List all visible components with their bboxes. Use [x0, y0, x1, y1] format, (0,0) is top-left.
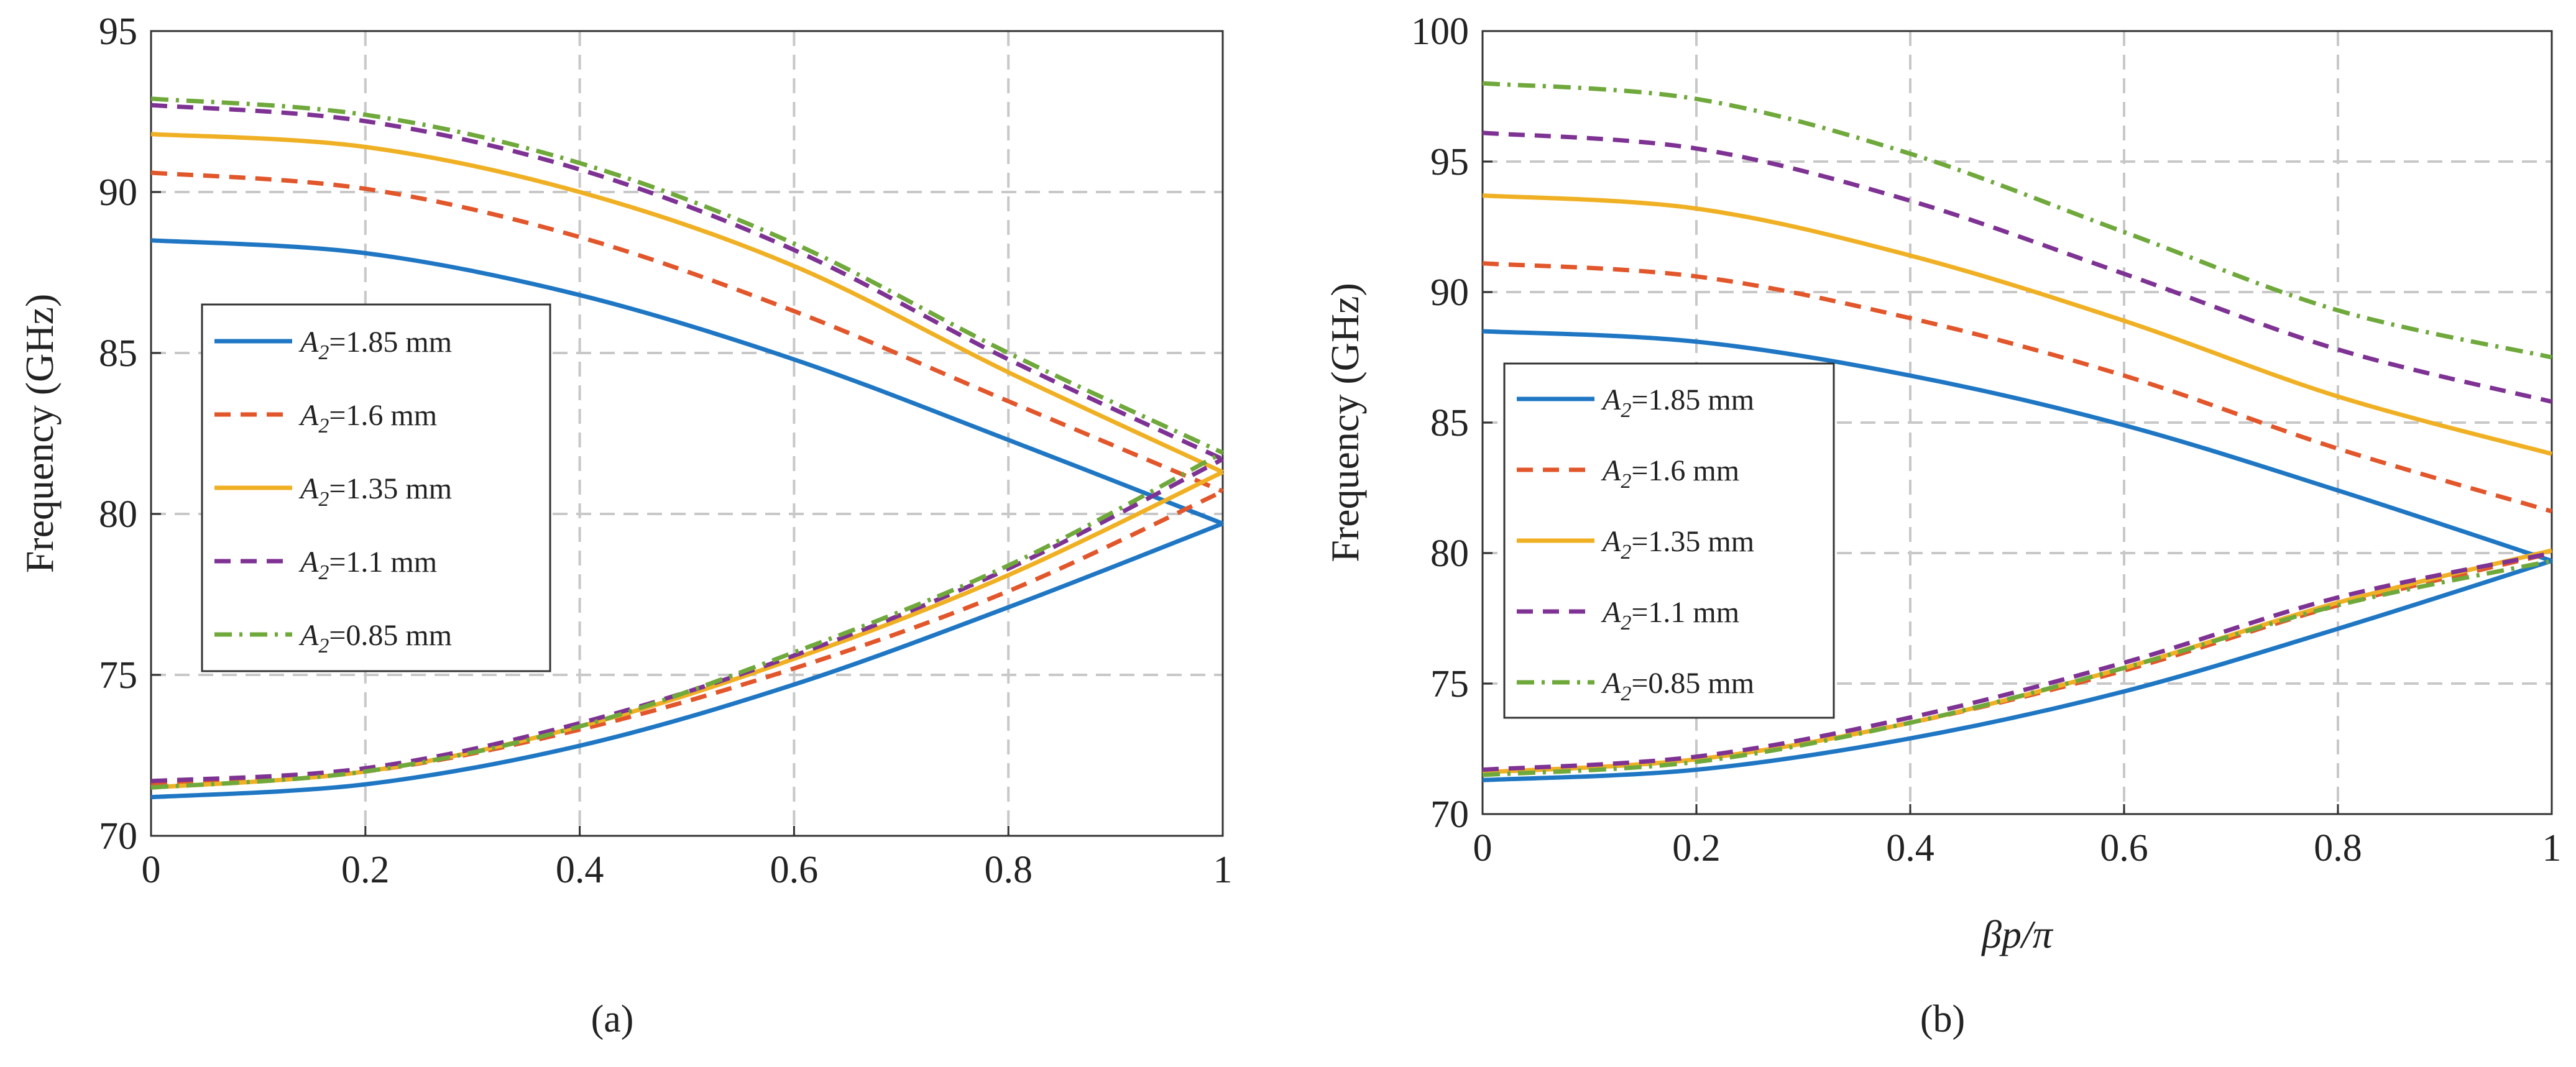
y-tick-label: 90: [99, 172, 137, 214]
series-line-upper: [1482, 131, 2552, 404]
legend-label-var: A: [298, 399, 319, 432]
legend-label: A2=1.35 mm: [298, 472, 452, 511]
legend-label: A2=1.1 mm: [298, 546, 437, 584]
legend-label-value: =1.35 mm: [1631, 525, 1754, 558]
legend-label-var: A: [298, 472, 319, 505]
y-tick-label: 70: [1430, 794, 1469, 836]
legend-label-sub: 2: [318, 488, 329, 511]
legend-label: A2=1.35 mm: [1601, 525, 1754, 564]
legend-label-value: =1.35 mm: [329, 472, 452, 505]
legend-label-sub: 2: [1621, 611, 1631, 634]
y-tick-label: 90: [1430, 272, 1469, 314]
series-line-lower: [150, 521, 1224, 800]
panel-label: (b): [1920, 998, 1965, 1040]
y-tick-label: 80: [99, 493, 137, 536]
legend-label-value: =0.85 mm: [329, 619, 452, 652]
legend-label-sub: 2: [1621, 541, 1631, 564]
series-line-lower: [1482, 559, 2552, 777]
x-tick-label: 1: [2542, 827, 2562, 869]
legend-label-var: A: [298, 546, 319, 579]
panel-label: (a): [591, 998, 634, 1040]
x-axis-label: βp/π: [1980, 912, 2054, 956]
x-tick-label: 0.8: [2314, 827, 2362, 869]
legend-label-sub: 2: [1621, 399, 1631, 422]
series-line-upper: [1482, 193, 2552, 456]
legend-label-value: =1.85 mm: [1631, 383, 1754, 416]
legend-label-var: A: [1601, 667, 1621, 700]
series-line-upper: [150, 96, 1224, 455]
chart-panel-b: 0 0.2 0.4 0.6 0.8 1 70 75 80 85 90 95 100 Frequency (…: [1323, 11, 2562, 1040]
legend-label-value: =1.6 mm: [329, 399, 437, 432]
x-tick-label: 0.2: [1672, 827, 1721, 869]
series-line-upper: [150, 238, 1224, 526]
legend-label: A2=1.6 mm: [298, 399, 437, 437]
legend-label: A2=1.85 mm: [1601, 383, 1754, 422]
y-tick-label: 95: [1430, 141, 1469, 183]
x-tick-label: 0.6: [770, 849, 819, 891]
axes-frame: [150, 30, 1224, 837]
axes-frame: [1481, 30, 2553, 815]
y-tick-label: 80: [1430, 533, 1469, 575]
x-tick-label: 0: [1473, 827, 1493, 869]
legend-label-sub: 2: [318, 414, 329, 437]
legend-label-sub: 2: [1621, 682, 1631, 705]
legend-label-var: A: [1601, 454, 1621, 487]
y-axis-label: Frequency (GHz): [1323, 283, 1367, 562]
legend-label: A2=1.1 mm: [1601, 596, 1739, 634]
legend-label-var: A: [1601, 525, 1621, 558]
y-tick-label: 100: [1411, 11, 1469, 53]
x-tick-label: 0: [142, 849, 161, 891]
legend-label: A2=1.6 mm: [1601, 454, 1739, 493]
series-line-upper: [1482, 261, 2552, 514]
y-tick-label: 85: [99, 332, 137, 375]
legend-label: A2=0.85 mm: [298, 619, 452, 657]
legend-label-value: =1.1 mm: [329, 546, 437, 579]
legend-label-sub: 2: [318, 561, 329, 584]
legend-label-value: =1.1 mm: [1631, 596, 1739, 629]
series-line-lower: [1482, 551, 2552, 772]
x-tick-label: 0.4: [1886, 827, 1934, 869]
legend-label-value: =1.6 mm: [1631, 454, 1739, 487]
legend-label-var: A: [298, 326, 319, 359]
x-tick-label: 0.4: [556, 849, 604, 891]
series-line-upper: [150, 170, 1224, 493]
series-line-lower: [150, 451, 1224, 790]
legend-label: A2=0.85 mm: [1601, 667, 1754, 705]
y-tick-label: 70: [99, 815, 137, 858]
legend-label-sub: 2: [318, 634, 329, 657]
x-tick-label: 0.8: [984, 849, 1033, 891]
legend-label-var: A: [1601, 596, 1621, 629]
legend-label-sub: 2: [1621, 470, 1631, 493]
chart-panel-a: 0 0.2 0.4 0.6 0.8 1 70 75 80 85 90 95 Frequency (GHz…: [17, 11, 1233, 1040]
legend-label-value: =0.85 mm: [1631, 667, 1754, 700]
y-tick-label: 75: [99, 654, 137, 697]
y-tick-label: 95: [99, 11, 137, 53]
x-tick-label: 1: [1213, 849, 1233, 891]
legend-label-var: A: [298, 619, 319, 652]
y-axis-label: Frequency (GHz): [17, 294, 62, 574]
series-line-upper: [150, 132, 1224, 474]
legend-label-value: =1.85 mm: [329, 326, 452, 359]
series-line-lower: [1482, 559, 2553, 782]
x-tick-label: 0.2: [341, 849, 390, 891]
legend-label-var: A: [1601, 383, 1621, 416]
y-tick-label: 75: [1430, 663, 1469, 705]
series-line-upper: [1482, 81, 2552, 360]
series-line-upper: [1482, 329, 2553, 563]
x-tick-label: 0.6: [2100, 827, 2148, 869]
legend-label-sub: 2: [318, 341, 329, 364]
y-tick-label: 85: [1430, 402, 1469, 444]
series-line-upper: [150, 103, 1224, 462]
legend-label: A2=1.85 mm: [298, 326, 452, 364]
